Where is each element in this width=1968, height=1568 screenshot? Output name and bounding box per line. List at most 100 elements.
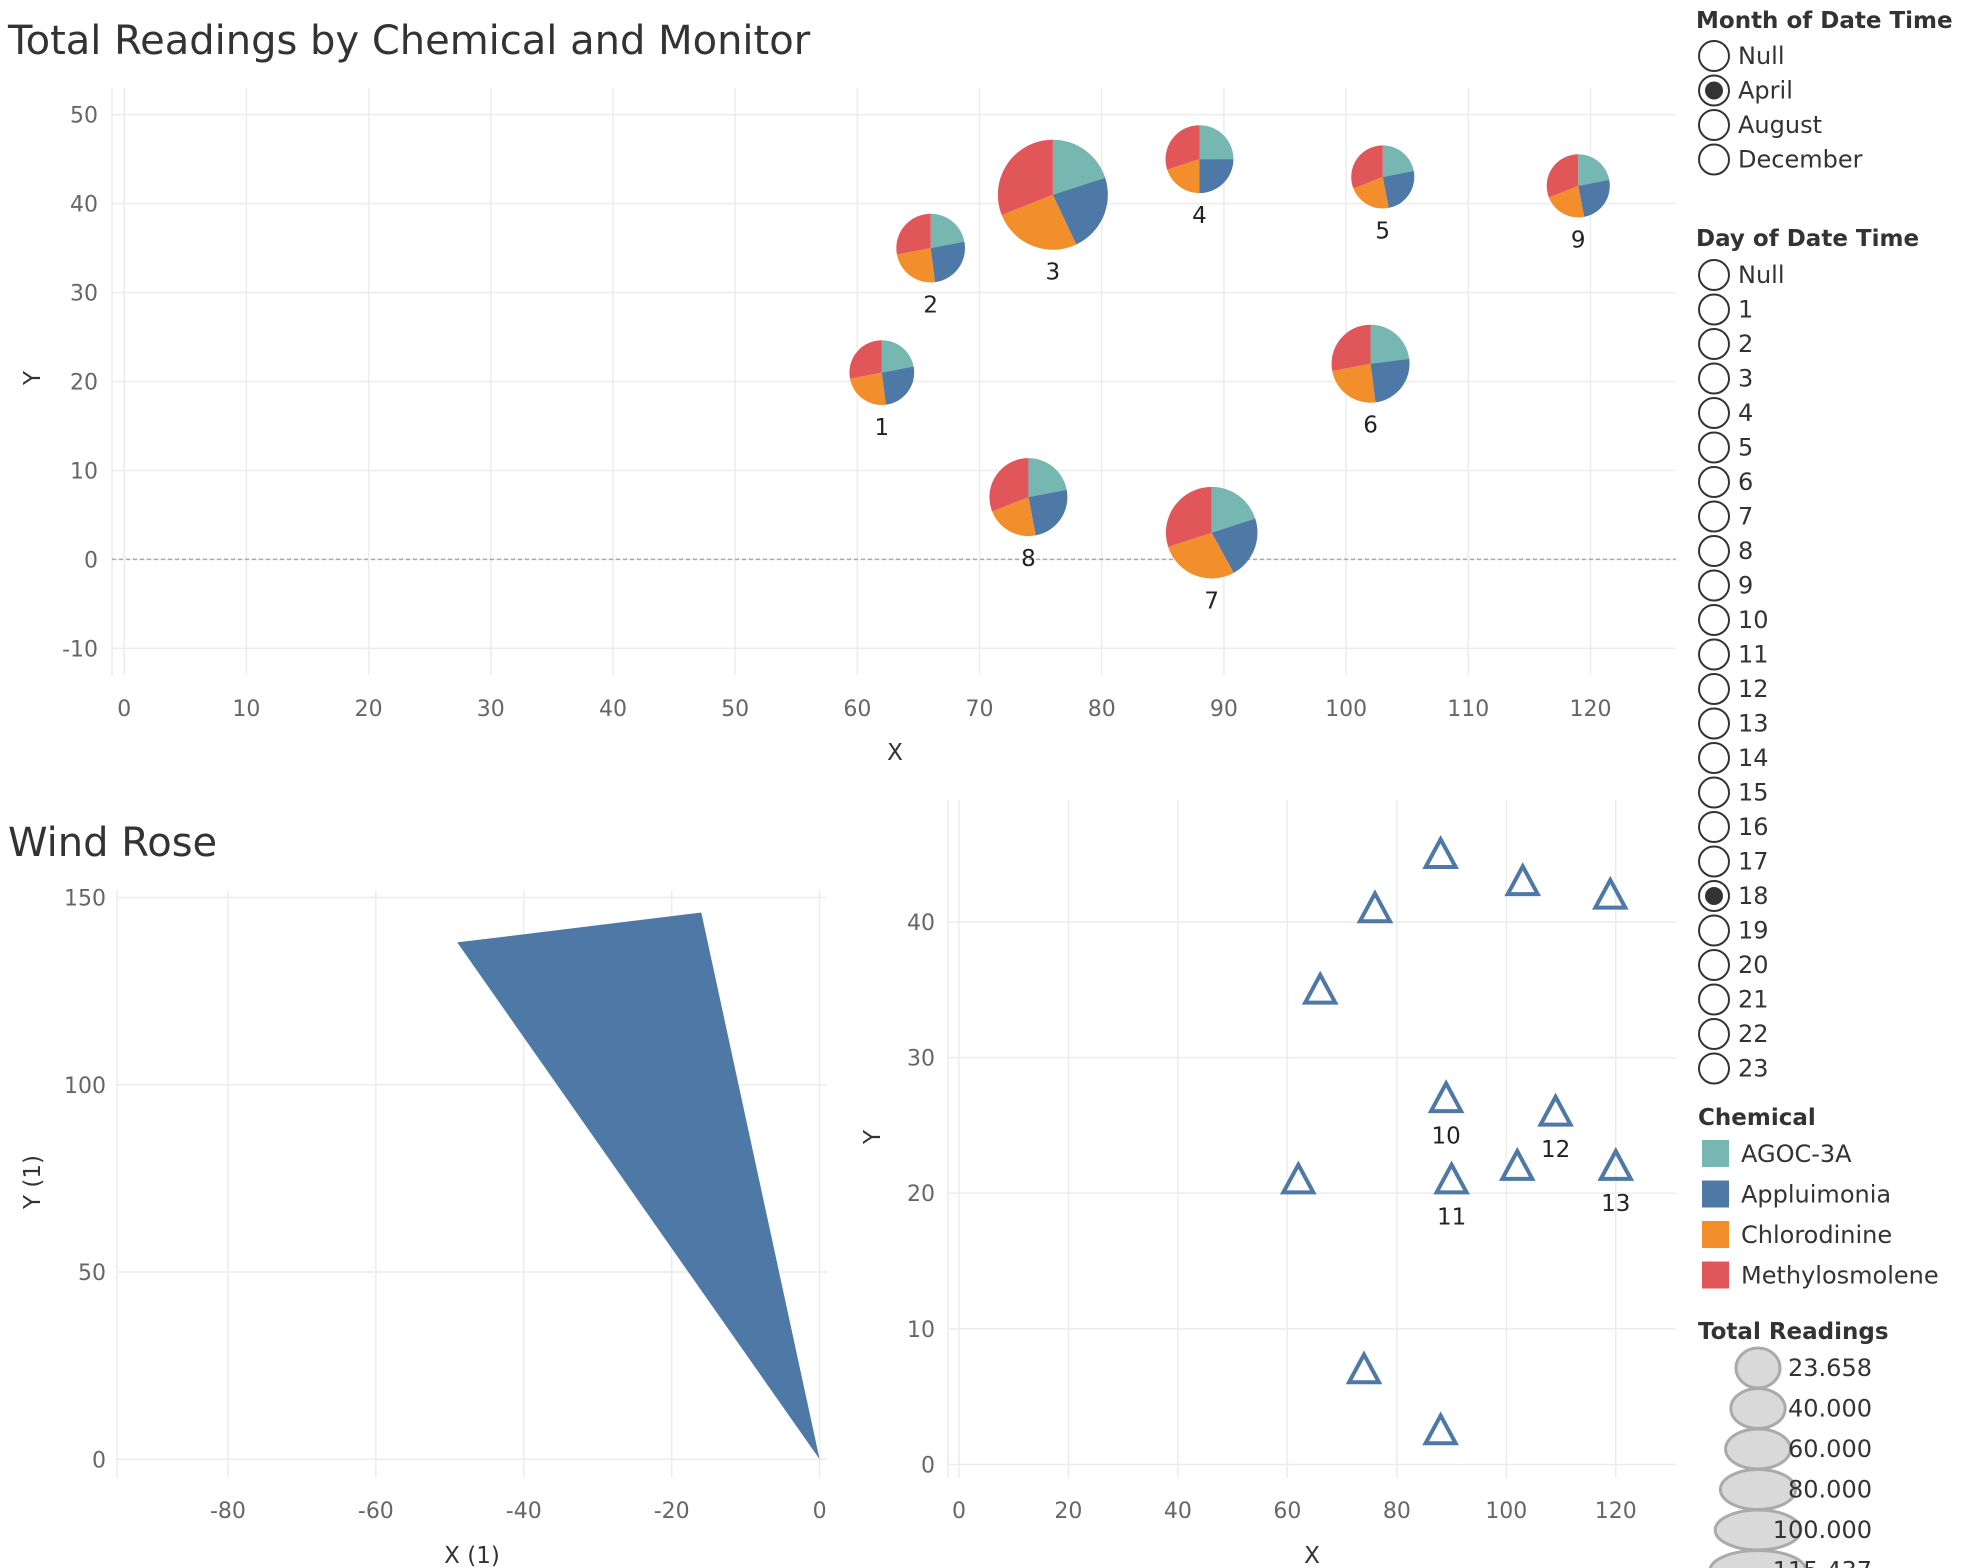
radio-label: 16 — [1738, 813, 1769, 841]
day-option-21[interactable]: 21 — [1698, 983, 1769, 1016]
pie-monitor-label: 1 — [874, 415, 889, 441]
radio-button[interactable] — [1698, 1018, 1730, 1050]
day-option-7[interactable]: 7 — [1698, 500, 1753, 533]
day-option-17[interactable]: 17 — [1698, 845, 1769, 878]
pie-slice-chlorodinine — [1548, 185, 1585, 218]
day-option-9[interactable]: 9 — [1698, 569, 1753, 602]
day-option-1[interactable]: 1 — [1698, 293, 1753, 326]
top-chart-y-axis-label: Y — [20, 370, 46, 386]
day-option-10[interactable]: 10 — [1698, 604, 1769, 636]
radio-button[interactable] — [1698, 845, 1730, 878]
day-filter-title: Day of Date Time — [1696, 226, 1919, 252]
radio-label: 10 — [1738, 606, 1769, 634]
radio-button[interactable] — [1698, 535, 1730, 567]
radio-button[interactable] — [1698, 673, 1730, 705]
day-option-13[interactable]: 13 — [1698, 707, 1769, 740]
triangle-chart-marks: 10 12 11 13 — [1279, 835, 1635, 1446]
day-option-14[interactable]: 14 — [1698, 742, 1769, 774]
size-legend-label: 100.000 — [1773, 1516, 1872, 1544]
pie-slice-chlorodinine — [1001, 194, 1077, 250]
radio-button[interactable] — [1698, 742, 1730, 774]
pie-mark-monitor-4 — [1165, 125, 1234, 194]
day-option-8[interactable]: 8 — [1698, 535, 1753, 567]
radio-button[interactable] — [1698, 983, 1730, 1016]
pie-slice-methylosmolene — [896, 213, 931, 255]
chemical-legend-label: Methylosmolene — [1741, 1262, 1939, 1290]
day-option-16[interactable]: 16 — [1698, 811, 1769, 843]
radio-label: 4 — [1738, 399, 1753, 427]
day-option-22[interactable]: 22 — [1698, 1018, 1769, 1050]
top-chart-x-axis-ticks: 0 10 20 30 40 50 60 70 80 90 100 110 120 — [117, 697, 1611, 722]
radio-button[interactable] — [1698, 143, 1730, 176]
top-x-tick-label: 20 — [355, 697, 383, 722]
pie-slice-methylosmolene — [989, 458, 1029, 512]
radio-button[interactable] — [1698, 569, 1730, 602]
radio-label: 20 — [1738, 951, 1769, 979]
day-option-2[interactable]: 2 — [1698, 328, 1753, 360]
day-option-18[interactable]: 18 — [1698, 880, 1769, 912]
radio-label: 11 — [1738, 641, 1769, 669]
radio-label: 21 — [1738, 986, 1769, 1014]
wind-y-tick-label: 150 — [64, 886, 106, 911]
chemical-legend-label: AGOC-3A — [1741, 1140, 1852, 1168]
radio-button[interactable] — [1698, 707, 1730, 740]
wind-rose-x-axis-ticks: -80 -60 -40 -20 0 — [210, 1499, 827, 1524]
month-option-august[interactable]: August — [1698, 109, 1822, 141]
pie-slice-agoc-3a — [930, 213, 965, 249]
pie-slice-agoc-3a — [1382, 145, 1414, 177]
radio-button[interactable] — [1698, 397, 1730, 429]
radio-button[interactable] — [1698, 328, 1730, 360]
radio-button[interactable] — [1698, 259, 1730, 291]
pie-mark-monitor-9 — [1546, 154, 1610, 218]
radio-button[interactable] — [1698, 362, 1730, 395]
day-option-null[interactable]: Null — [1698, 259, 1785, 291]
wind-rose-polygon-group — [457, 912, 820, 1460]
day-option-20[interactable]: 20 — [1698, 949, 1769, 981]
radio-button[interactable] — [1698, 638, 1730, 671]
radio-label: Null — [1738, 42, 1785, 70]
radio-label: April — [1738, 77, 1793, 105]
day-option-23[interactable]: 23 — [1698, 1052, 1769, 1085]
day-option-6[interactable]: 6 — [1698, 466, 1753, 498]
pie-monitor-label: 7 — [1204, 588, 1219, 614]
monitor-triangle-chart: 0 20 40 60 80 100 120 0 10 20 30 40 X Y 10 12 11 13 — [860, 800, 1676, 1568]
day-option-4[interactable]: 4 — [1698, 397, 1753, 429]
pie-slice-agoc-3a — [1052, 139, 1106, 195]
day-option-11[interactable]: 11 — [1698, 638, 1769, 671]
pie-slice-chlorodinine — [1332, 363, 1376, 403]
radio-button[interactable] — [1698, 1052, 1730, 1085]
chemical-swatch — [1702, 1180, 1729, 1208]
wind-x-tick-label: 0 — [813, 1499, 827, 1524]
radio-label: 14 — [1738, 744, 1769, 772]
day-option-15[interactable]: 15 — [1698, 776, 1769, 809]
day-option-5[interactable]: 5 — [1698, 431, 1753, 464]
radio-button[interactable] — [1698, 293, 1730, 326]
radio-button[interactable] — [1698, 949, 1730, 981]
triangle-monitor-label: 11 — [1437, 1205, 1466, 1231]
radio-button[interactable] — [1698, 431, 1730, 464]
radio-button[interactable] — [1698, 604, 1730, 636]
radio-button[interactable] — [1698, 914, 1730, 947]
radio-button[interactable] — [1698, 500, 1730, 533]
radio-button[interactable] — [1698, 40, 1730, 72]
pie-mark-monitor-8 — [989, 458, 1068, 537]
month-option-december[interactable]: December — [1698, 143, 1863, 176]
month-filter-options: Null April August December — [1698, 40, 1863, 176]
tri-y-tick-label: 40 — [907, 911, 935, 936]
pie-slice-agoc-3a — [1578, 154, 1610, 186]
triangle-marker — [1597, 1146, 1635, 1181]
day-option-19[interactable]: 19 — [1698, 914, 1769, 947]
radio-button[interactable] — [1698, 466, 1730, 498]
radio-button[interactable] — [1698, 811, 1730, 843]
top-x-tick-label: 120 — [1569, 697, 1611, 722]
top-x-tick-label: 110 — [1447, 697, 1489, 722]
month-option-null[interactable]: Null — [1698, 40, 1785, 72]
month-option-april[interactable]: April — [1698, 74, 1793, 107]
radio-button[interactable] — [1698, 776, 1730, 809]
radio-button[interactable] — [1698, 109, 1730, 141]
wind-y-tick-label: 50 — [78, 1261, 106, 1286]
day-option-12[interactable]: 12 — [1698, 673, 1769, 705]
radio-label: 12 — [1738, 675, 1769, 703]
day-option-3[interactable]: 3 — [1698, 362, 1753, 395]
